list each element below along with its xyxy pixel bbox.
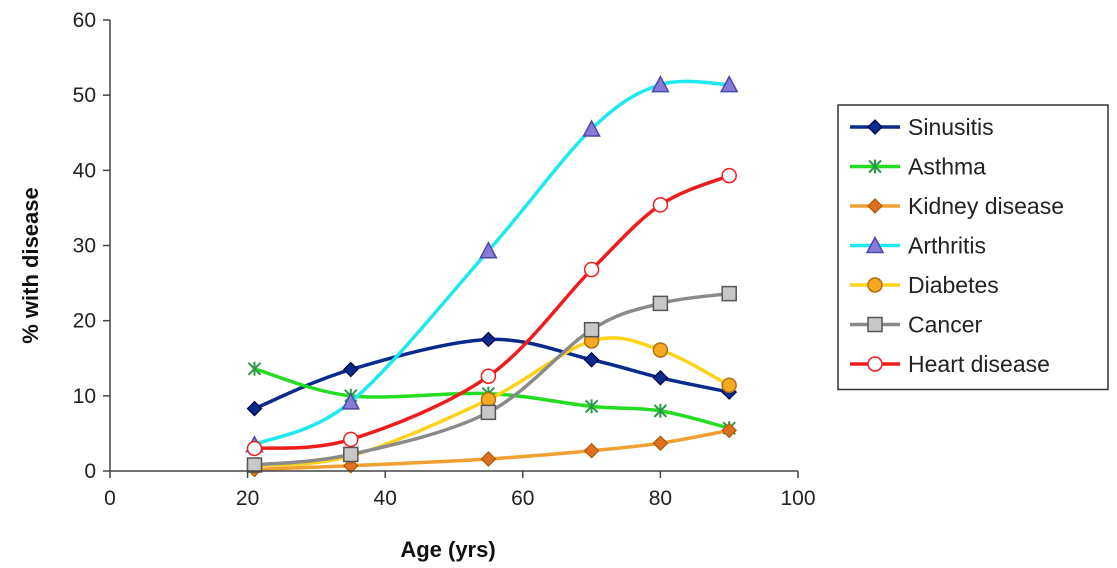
data-point — [480, 391, 497, 408]
legend-marker — [867, 277, 883, 293]
x-axis-ticks: 0 20 40 60 80 100 — [104, 471, 816, 510]
plot-area — [245, 75, 739, 478]
series-line — [252, 428, 731, 472]
data-point — [652, 197, 669, 213]
legend-label: Sinusitis — [908, 114, 994, 140]
x-tick-label: 0 — [104, 487, 116, 510]
data-point — [652, 369, 669, 386]
data-point — [652, 342, 669, 358]
data-point — [342, 361, 359, 378]
data-point — [719, 75, 739, 93]
data-point — [721, 167, 737, 184]
y-tick-label: 0 — [84, 460, 96, 483]
y-tick-label: 30 — [73, 235, 96, 258]
data-point — [480, 368, 497, 385]
data-point — [653, 403, 668, 418]
data-point — [247, 361, 262, 376]
data-point — [343, 431, 359, 448]
data-point — [584, 399, 599, 414]
legend-item: Cancer — [850, 312, 982, 338]
legend-label: Kidney disease — [908, 193, 1064, 219]
legend-item: Arthritis — [850, 233, 986, 259]
data-point — [583, 321, 600, 338]
data-point — [480, 404, 497, 421]
data-point — [583, 261, 600, 278]
data-point — [721, 377, 737, 394]
data-point — [721, 422, 738, 439]
legend-marker — [867, 356, 883, 372]
x-tick-label: 80 — [649, 487, 672, 510]
legend-box — [837, 104, 1109, 391]
legend-label: Cancer — [908, 312, 982, 338]
x-tick-label: 40 — [374, 487, 397, 510]
legend-marker — [868, 159, 882, 174]
legend: Sinusitis Asthma Kidney disease Arthritis Di… — [837, 104, 1109, 391]
data-point — [652, 295, 669, 312]
legend-label: Asthma — [908, 154, 986, 180]
x-tick-label: 100 — [780, 487, 815, 510]
legend-label: Heart disease — [908, 351, 1050, 377]
legend-item: Kidney disease — [850, 193, 1064, 219]
data-point — [343, 446, 359, 463]
series-cancer — [246, 285, 737, 473]
data-point — [582, 119, 601, 137]
data-point — [480, 451, 497, 467]
data-point — [652, 435, 669, 452]
legend-item: Asthma — [850, 154, 986, 180]
legend-item: Diabetes — [850, 272, 999, 298]
y-axis-title: % with disease — [18, 187, 43, 344]
y-tick-label: 10 — [73, 385, 96, 408]
series-kidney-disease — [246, 422, 738, 478]
data-point — [721, 285, 737, 302]
legend-marker — [867, 316, 883, 333]
y-tick-label: 50 — [73, 84, 96, 107]
series-diabetes — [246, 333, 737, 474]
legend-label: Arthritis — [908, 233, 986, 259]
y-tick-label: 40 — [73, 159, 96, 182]
legend-marker — [867, 119, 883, 135]
legend-item: Sinusitis — [850, 114, 994, 140]
y-axis-ticks: 0 10 20 30 40 50 60 — [73, 9, 110, 483]
x-tick-label: 20 — [236, 487, 259, 510]
legend-label: Diabetes — [908, 272, 999, 298]
data-point — [480, 331, 497, 348]
data-point — [246, 457, 263, 473]
data-point — [341, 392, 361, 410]
x-tick-label: 60 — [511, 487, 534, 510]
axes: 0 10 20 30 40 50 60 0 20 40 60 80 100 — [73, 9, 816, 510]
legend-item: Heart disease — [850, 351, 1050, 377]
y-tick-label: 60 — [73, 9, 96, 32]
data-point — [479, 241, 498, 259]
data-point — [246, 400, 263, 417]
legend-marker — [865, 235, 885, 254]
legend-marker — [867, 198, 883, 214]
data-point — [651, 75, 670, 93]
x-axis-title: Age (yrs) — [400, 537, 495, 562]
y-tick-label: 20 — [73, 310, 96, 333]
data-point — [583, 351, 600, 368]
series-heart-disease — [246, 167, 737, 457]
data-point — [246, 440, 263, 457]
data-point — [583, 442, 600, 459]
